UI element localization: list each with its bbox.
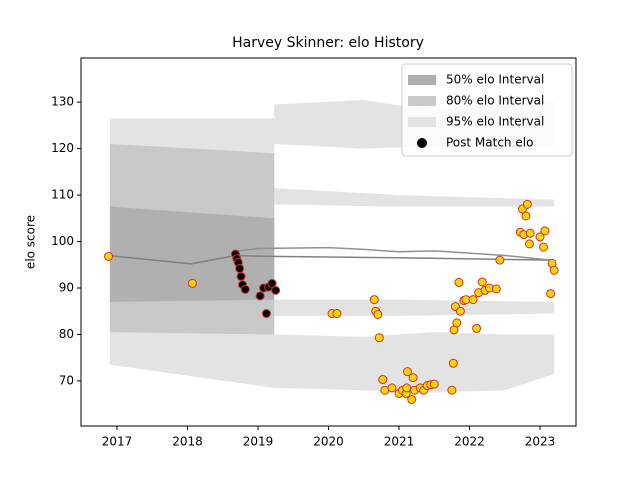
legend-label: 50% elo Interval bbox=[446, 73, 544, 87]
legend-swatch bbox=[408, 117, 436, 127]
legend-label: 95% elo Interval bbox=[446, 115, 544, 129]
data-point bbox=[447, 385, 457, 395]
data-point bbox=[535, 232, 545, 242]
data-point bbox=[378, 375, 388, 385]
data-point bbox=[267, 278, 277, 288]
data-point bbox=[402, 383, 412, 393]
interval-band bbox=[274, 188, 555, 207]
data-point bbox=[477, 277, 487, 287]
y-tick-label: 120 bbox=[51, 141, 74, 155]
data-point bbox=[455, 306, 465, 316]
x-tick-label: 2023 bbox=[525, 435, 556, 449]
interval-band bbox=[109, 206, 275, 302]
data-point bbox=[546, 289, 556, 299]
data-point bbox=[374, 333, 384, 343]
data-point bbox=[332, 309, 342, 319]
data-point bbox=[452, 318, 462, 328]
legend-marker bbox=[417, 138, 427, 148]
legend-swatch bbox=[408, 75, 436, 85]
chart-title: Harvey Skinner: elo History bbox=[232, 35, 424, 51]
elo-line bbox=[108, 254, 551, 265]
x-tick-label: 2021 bbox=[384, 435, 415, 449]
data-point bbox=[539, 242, 549, 252]
data-point bbox=[255, 291, 265, 301]
data-point bbox=[448, 358, 458, 368]
legend-label: Post Match elo bbox=[446, 136, 533, 150]
data-point bbox=[525, 228, 535, 238]
data-point bbox=[468, 295, 478, 305]
data-point bbox=[261, 309, 271, 319]
legend-box bbox=[401, 63, 573, 157]
x-tick-label: 2020 bbox=[313, 435, 344, 449]
interval-band bbox=[274, 332, 555, 393]
data-point bbox=[521, 211, 531, 221]
y-tick-label: 130 bbox=[51, 95, 74, 109]
interval-band bbox=[274, 299, 555, 316]
data-point bbox=[402, 367, 412, 377]
y-tick-label: 70 bbox=[59, 373, 74, 387]
data-point bbox=[540, 226, 550, 236]
data-point bbox=[104, 251, 113, 261]
elo-line bbox=[236, 246, 551, 261]
data-point bbox=[373, 309, 383, 319]
data-point bbox=[387, 383, 397, 393]
data-point bbox=[369, 295, 379, 305]
x-tick-label: 2022 bbox=[454, 435, 485, 449]
y-tick-label: 80 bbox=[59, 327, 74, 341]
x-tick-label: 2018 bbox=[172, 435, 203, 449]
data-point bbox=[408, 373, 418, 383]
y-tick-label: 100 bbox=[51, 234, 74, 248]
data-point bbox=[472, 323, 482, 333]
y-axis-label: elo score bbox=[24, 215, 38, 269]
data-point bbox=[495, 255, 505, 265]
data-point bbox=[524, 239, 534, 249]
data-point bbox=[240, 284, 250, 294]
data-point bbox=[235, 263, 245, 273]
x-tick-label: 2017 bbox=[102, 435, 133, 449]
data-point bbox=[454, 277, 464, 287]
data-point bbox=[549, 265, 559, 275]
data-point bbox=[429, 379, 439, 389]
data-point bbox=[407, 395, 417, 405]
x-tick-label: 2019 bbox=[243, 435, 274, 449]
data-point bbox=[522, 199, 532, 209]
data-point bbox=[236, 271, 246, 281]
legend-swatch bbox=[408, 96, 436, 106]
data-point bbox=[491, 284, 501, 294]
data-point bbox=[187, 278, 197, 288]
y-tick-label: 90 bbox=[59, 281, 74, 295]
data-point bbox=[271, 285, 281, 295]
y-tick-label: 110 bbox=[51, 188, 74, 202]
legend-label: 80% elo Interval bbox=[446, 94, 544, 108]
